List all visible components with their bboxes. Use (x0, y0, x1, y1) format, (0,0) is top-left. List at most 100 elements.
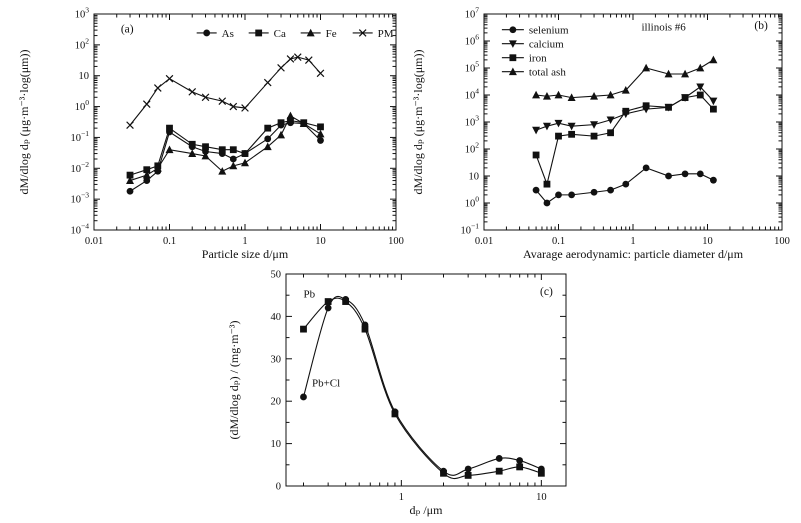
square-marker (709, 105, 717, 113)
series-selenium (532, 164, 717, 207)
legend-label: total ash (529, 67, 566, 79)
triangle-up-marker (621, 86, 630, 94)
square-marker (642, 102, 650, 110)
tick-label: 40 (271, 312, 282, 323)
legend-label: As (222, 28, 234, 40)
triangle-up-marker (554, 90, 563, 99)
tick-label: 100 (465, 195, 480, 210)
circle-marker (555, 191, 562, 199)
tick-label: 20 (271, 397, 282, 408)
y-axis: 10−1 100 10 102 103 104 105 106 107 (460, 6, 782, 237)
square-marker (229, 146, 237, 154)
triangle-up-marker (153, 164, 162, 172)
tick-label: 103 (75, 6, 90, 21)
x-marker (218, 97, 227, 105)
panel-label: (b) (754, 20, 768, 32)
circle-marker (537, 465, 545, 473)
chart-c-lead-size-distribution: 1 10 0 10 20 30 40 50 (c) dₚ /μm (dM/dlog dₚ) / (m… (227, 270, 567, 517)
tick-label: 100 (75, 98, 90, 113)
x-marker (304, 56, 313, 64)
circle-marker (143, 177, 151, 184)
square-marker (509, 54, 517, 62)
tick-label: 103 (465, 114, 480, 129)
x-marker (316, 69, 325, 78)
tick-label: 50 (271, 270, 282, 281)
triangle-up-marker (218, 167, 227, 175)
triangle-up-marker (316, 129, 325, 138)
triangle-up-marker (286, 111, 295, 120)
square-marker (622, 107, 630, 115)
x-marker (142, 100, 151, 108)
tick-label: 100 (774, 236, 790, 247)
square-marker (516, 463, 524, 471)
circle-marker (516, 457, 524, 464)
chart-a-element-size-distribution: 0.01 0.1 1 10 100 10−4 10−3 10−2 10−1 100 10 102 103… (17, 6, 404, 262)
x-marker (229, 102, 238, 111)
x-marker (263, 78, 272, 87)
x-axis-title: Particle size d/μm (202, 247, 289, 261)
triangle-down-marker (554, 119, 563, 128)
triangle-up-marker (165, 145, 174, 154)
tick-label: 10−1 (460, 222, 479, 237)
y-axis-title: dM/dlog dₚ (μg·m⁻³·log(μm)) (17, 50, 31, 195)
x-axis: 1 10 (302, 274, 547, 503)
circle-marker (440, 467, 447, 475)
y-axis: 0 10 20 30 40 50 (271, 270, 566, 493)
x-axis-title: dₚ /μm (410, 503, 444, 517)
triangle-down-marker (606, 116, 615, 125)
tick-label: 10 (315, 236, 326, 247)
square-marker (532, 151, 540, 159)
tick-label: 0.01 (85, 236, 103, 247)
tick-label: 10 (702, 236, 713, 247)
tick-label: 0.1 (163, 236, 176, 247)
square-marker (317, 123, 324, 131)
square-marker (361, 325, 369, 333)
square-marker (255, 29, 263, 37)
triangle-up-marker (277, 130, 286, 139)
triangle-up-marker (306, 28, 315, 37)
tick-label: 105 (465, 60, 480, 75)
circle-marker (342, 296, 350, 303)
x-marker (188, 88, 197, 96)
plot-border (93, 13, 397, 231)
triangle-up-marker (681, 69, 690, 78)
circle-marker (264, 135, 272, 143)
tick-label: 100 (388, 236, 404, 247)
tick-label: 0 (276, 482, 281, 493)
tick-label: 10 (536, 492, 547, 503)
legend: selenium calcium iron total ash (501, 25, 569, 79)
circle-marker (317, 137, 324, 144)
triangle-up-marker (263, 142, 272, 151)
square-marker (607, 129, 614, 137)
triangle-down-marker (542, 122, 551, 131)
x-marker (153, 84, 162, 92)
circle-marker (642, 164, 650, 172)
circle-marker (709, 176, 717, 184)
panel-label: (a) (121, 23, 134, 35)
square-marker (277, 119, 285, 127)
triangle-down-marker (508, 40, 517, 48)
circle-marker (543, 199, 551, 207)
triangle-up-marker (532, 90, 541, 99)
series-Pb+Cl (300, 295, 545, 476)
y-axis-title: dM/dlog dₚ (μg·m⁻³·log(μm)) (411, 50, 425, 195)
square-marker (126, 171, 134, 179)
square-marker (495, 467, 503, 475)
legend-label: iron (529, 53, 547, 65)
x-marker (241, 104, 249, 112)
circle-marker (607, 186, 614, 194)
tick-label: 1 (242, 236, 247, 247)
square-marker (590, 132, 598, 140)
circle-marker (495, 455, 503, 462)
panel-label: (c) (540, 286, 553, 298)
legend-label: selenium (529, 25, 569, 37)
annotation: Pb (303, 288, 315, 300)
tick-label: 1 (399, 492, 404, 503)
circle-marker (229, 155, 237, 163)
legend-label: Ca (274, 28, 286, 40)
square-marker (202, 143, 209, 151)
triangle-down-marker (590, 121, 599, 129)
series-PM (126, 53, 325, 129)
square-marker (218, 146, 226, 154)
